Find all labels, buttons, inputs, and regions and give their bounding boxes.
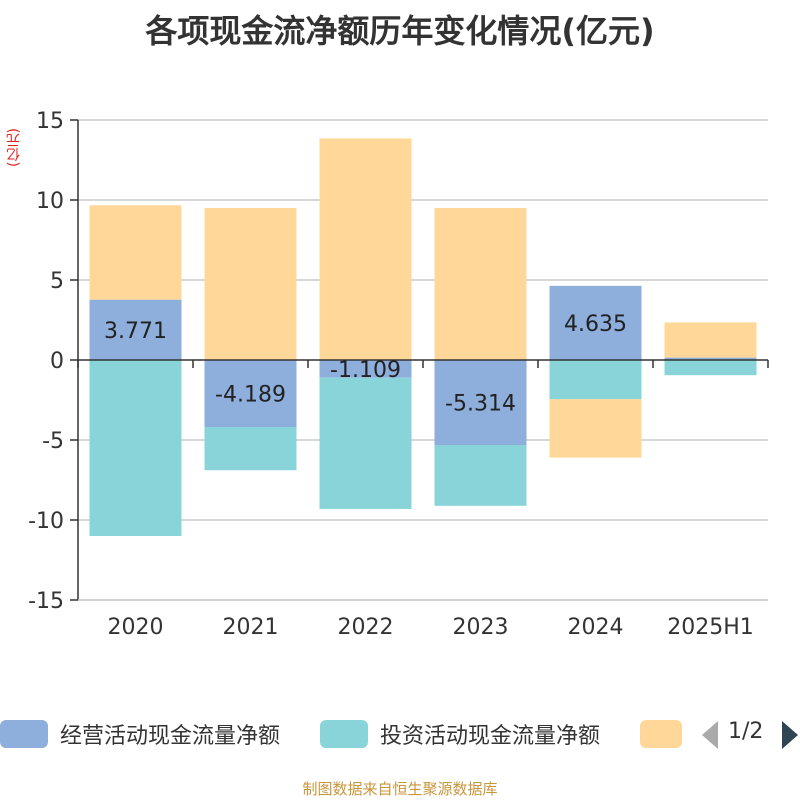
data-label: 4.635 [564,312,627,337]
legend-swatch-investing [320,720,368,748]
y-tick-label: 15 [36,109,64,134]
legend-prev-page-icon[interactable] [702,721,718,749]
bar-segment [549,360,642,400]
bars [89,138,757,536]
bar-segment [434,208,527,360]
data-label: -4.189 [215,383,286,408]
x-tick-label: 2024 [568,615,624,640]
axes: 15 10 5 0 -5 -10 -15 2020 2021 2022 2023 2024 2025H1 [28,109,769,640]
legend-swatch-operating [0,720,48,748]
y-tick-label: -10 [28,509,64,534]
chart-title: 各项现金流净额历年变化情况(亿元) [145,12,655,50]
bar-segment [89,205,182,300]
bar-segment [319,360,412,378]
bar-segment [319,377,412,509]
y-tick-label: -15 [28,589,64,614]
y-tick-label: -5 [42,429,64,454]
bar-segment [549,285,642,360]
bar-segment [664,322,757,358]
legend-label-investing: 投资活动现金流量净额 [380,724,601,749]
x-tick-label: 2023 [453,615,509,640]
data-label: 3.771 [104,319,167,344]
bar-segment [664,357,757,360]
legend: 经营活动现金流量净额 投资活动现金流量净额 [0,716,800,752]
legend-page-indicator: 1/2 [728,719,764,744]
legend-item-third-series[interactable] [640,716,682,752]
legend-item-operating[interactable]: 经营活动现金流量净额 [0,716,280,752]
bar-segment [89,360,182,536]
legend-label-operating: 经营活动现金流量净额 [60,724,281,749]
bar-segment [434,445,527,506]
bar-segment [319,138,412,360]
data-label: -5.314 [445,392,516,417]
data-label: -1.109 [330,358,401,383]
x-tick-label: 2025H1 [667,615,754,640]
legend-item-investing[interactable]: 投资活动现金流量净额 [320,716,600,752]
bar-segment [434,360,527,446]
chart-area: 15 10 5 0 -5 -10 -15 2020 2021 2022 2023 2024 2025H1… [28,109,769,640]
data-labels: 3.771 -4.189 -1.109 -5.314 4.635 [104,312,627,417]
bar-segment [204,360,297,428]
legend-swatch-third-series [640,720,682,748]
x-tick-label: 2021 [223,615,279,640]
bar-segment [89,299,182,360]
y-tick-label: 10 [36,189,64,214]
bar-segment [664,360,757,376]
source-note: 制图数据来自恒生聚源数据库 [302,780,498,798]
y-tick-label: 5 [50,269,64,294]
x-tick-label: 2020 [108,615,164,640]
x-tick-label: 2022 [338,615,394,640]
bar-segment [204,427,297,471]
y-tick-label: 0 [50,349,64,374]
bar-segment [204,208,297,360]
legend-next-page-icon[interactable] [782,721,798,749]
bar-segment [549,399,642,458]
